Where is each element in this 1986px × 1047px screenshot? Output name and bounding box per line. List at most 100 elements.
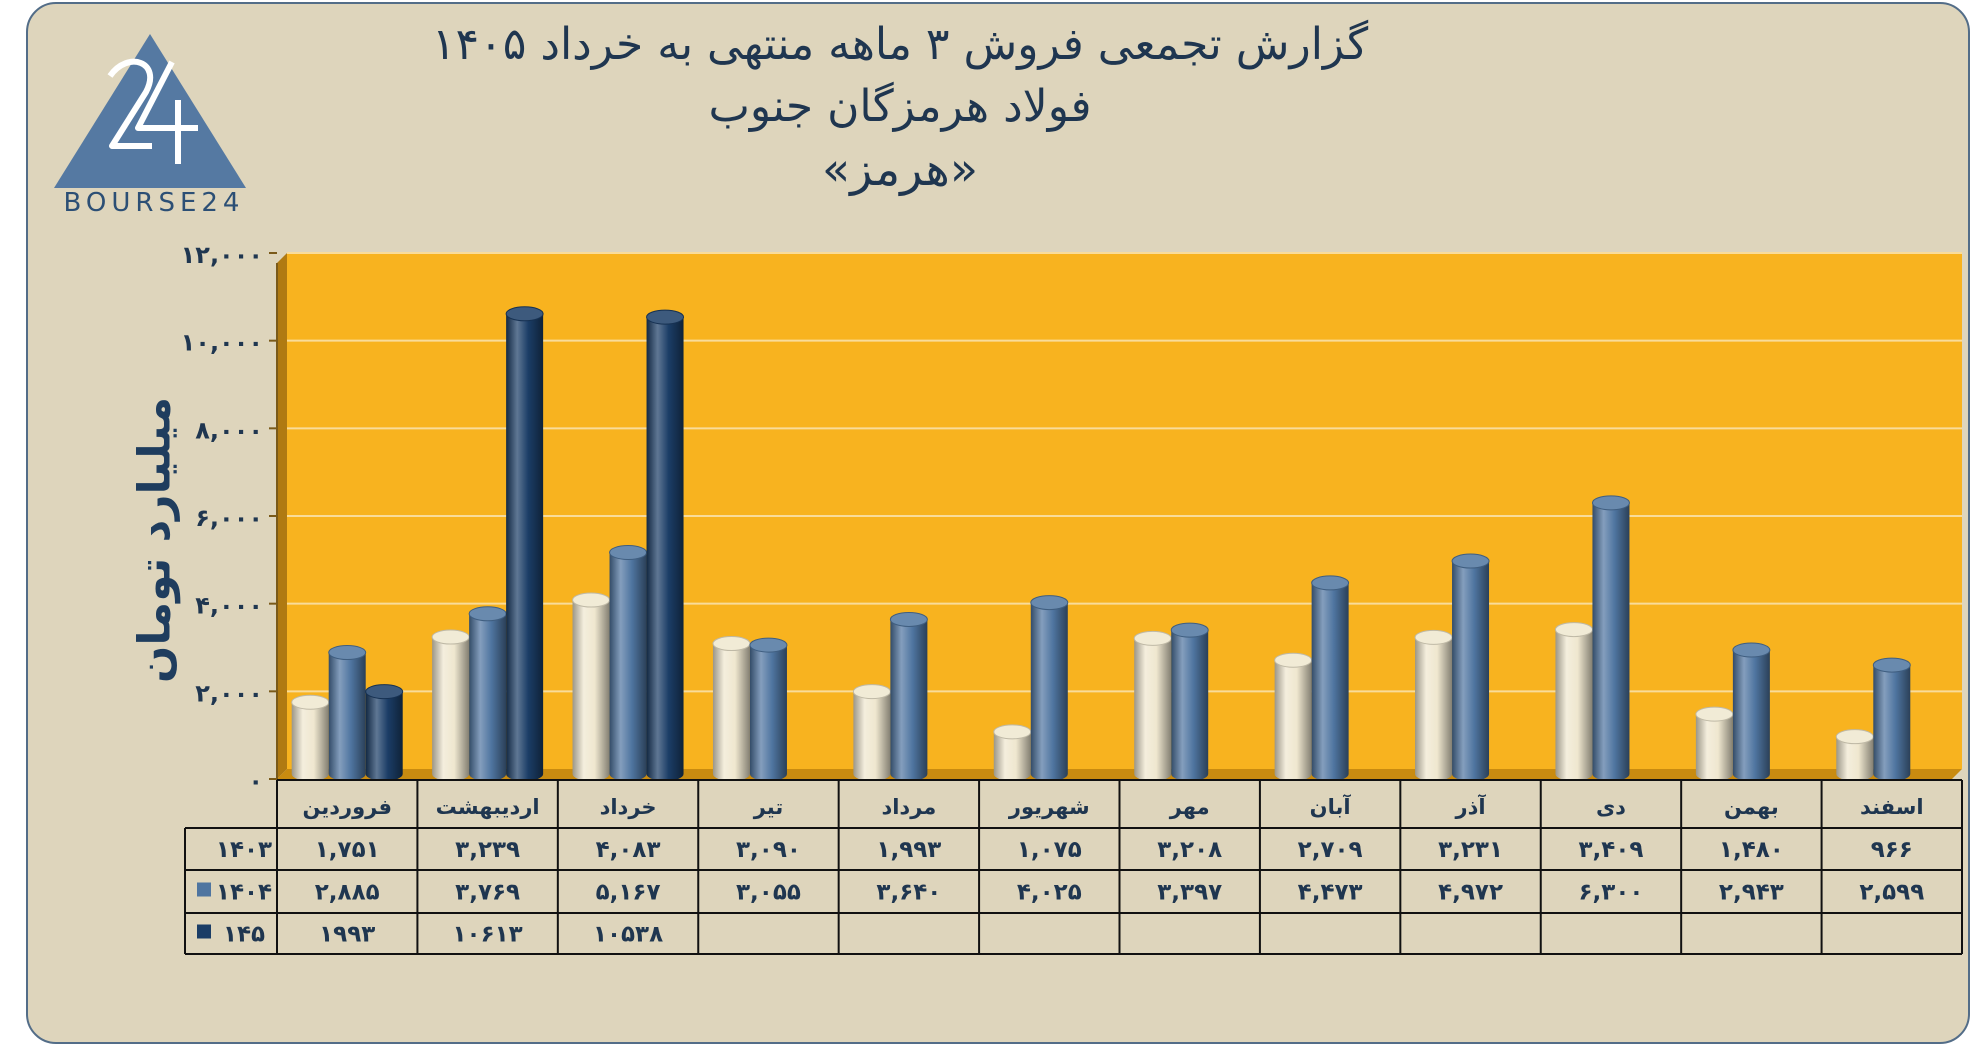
category-label: آبان xyxy=(1310,794,1352,819)
bar-۱۴۰۴-5 xyxy=(1030,595,1069,782)
category-label: بهمن xyxy=(1724,795,1779,819)
bar-top xyxy=(993,724,1032,740)
data-table xyxy=(184,779,1963,955)
data-label: ۳,۲۳۹ xyxy=(455,837,520,863)
data-label: ۱,۷۵۱ xyxy=(315,837,380,863)
bar-body xyxy=(1873,665,1911,782)
legend-swatch-۱۴۰۴ xyxy=(197,882,211,897)
bar-top xyxy=(712,636,751,652)
bar-۱۴۰۴-2 xyxy=(609,545,648,782)
legend-swatch-۱۴۵ xyxy=(197,924,211,939)
legend-label-۱۴۵: ۱۴۵ xyxy=(223,922,265,948)
bar-top xyxy=(1732,642,1771,658)
bar-top xyxy=(505,306,544,322)
data-label: ۱۰۶۱۳ xyxy=(453,922,523,948)
bar-body xyxy=(853,691,891,782)
bar-top xyxy=(1872,657,1911,673)
bar-body xyxy=(1592,502,1630,782)
bar-top xyxy=(1554,622,1593,638)
bar-۱۴۰۴-11 xyxy=(1872,657,1911,782)
bar-body xyxy=(712,643,750,782)
bar-top xyxy=(1311,575,1350,591)
data-label: ۳,۶۴۰ xyxy=(876,880,941,906)
bar-body xyxy=(609,552,647,782)
bar-top xyxy=(328,645,367,661)
bar-body xyxy=(328,652,366,782)
y-tick-label: ۲,۰۰۰ xyxy=(195,679,263,707)
legend-label-۱۴۰۴: ۱۴۰۴ xyxy=(216,880,272,906)
category-label: آذر xyxy=(1455,794,1487,819)
bar-body xyxy=(749,645,787,782)
chart-title: گزارش تجمعی فروش ۳ ماهه منتهی به خرداد ۱… xyxy=(400,14,1400,200)
bar-۱۴۰۴-0 xyxy=(328,645,367,782)
bar-body xyxy=(993,731,1031,781)
bar-body xyxy=(1134,638,1172,782)
bar-top xyxy=(291,694,330,710)
bar-۱۴۰۳-9 xyxy=(1554,622,1593,782)
bar-top xyxy=(1695,706,1734,722)
category-label: اسفند xyxy=(1860,795,1924,819)
legend-label-۱۴۰۳: ۱۴۰۳ xyxy=(216,837,272,863)
data-label: ۳,۲۰۸ xyxy=(1157,837,1222,863)
data-label: ۴,۹۷۲ xyxy=(1438,880,1503,906)
bar-۱۴۰۴-3 xyxy=(749,637,788,782)
data-label: ۳,۴۰۹ xyxy=(1579,837,1644,863)
title-line-1: گزارش تجمعی فروش ۳ ماهه منتهی به خرداد ۱… xyxy=(431,19,1369,70)
bar-top xyxy=(431,629,470,645)
bar-top xyxy=(1835,729,1874,745)
bar-top xyxy=(1414,629,1453,645)
category-label: مرداد xyxy=(881,795,936,819)
bar-body xyxy=(1311,582,1349,782)
category-label: تیر xyxy=(753,795,784,819)
bar-top xyxy=(852,684,891,700)
bar-body xyxy=(1555,629,1593,782)
bar-۱۴۰۳-10 xyxy=(1695,706,1734,782)
bar-body xyxy=(291,702,329,782)
title-line-2: فولاد هرمزگان جنوب xyxy=(708,81,1092,132)
y-tick-label: ۰ xyxy=(248,767,263,795)
data-label: ۱,۴۸۰ xyxy=(1719,837,1784,863)
bar-body xyxy=(1836,736,1874,782)
bar-۱۴۵-0 xyxy=(365,684,404,782)
bar-۱۴۰۳-5 xyxy=(993,724,1032,781)
data-label: ۲,۹۴۳ xyxy=(1719,880,1784,906)
y-tick-label: ۶,۰۰۰ xyxy=(195,504,263,532)
data-label: ۳,۰۹۰ xyxy=(736,837,801,863)
bar-top xyxy=(1591,495,1630,511)
data-label: ۳,۰۵۵ xyxy=(736,880,801,906)
bar-۱۴۰۴-9 xyxy=(1591,495,1630,782)
bar-body xyxy=(890,619,928,782)
data-label: ۲,۷۰۹ xyxy=(1298,837,1363,863)
bar-top xyxy=(1030,595,1069,611)
bar-۱۴۰۳-1 xyxy=(431,629,470,782)
data-label: ۵,۱۶۷ xyxy=(596,880,661,906)
plot-floor xyxy=(277,769,1962,779)
y-tick-label: ۱۰,۰۰۰ xyxy=(181,329,263,357)
category-label: فروردین xyxy=(302,795,392,819)
title-line-3: «هرمز» xyxy=(822,142,978,196)
data-label: ۲,۸۸۵ xyxy=(315,880,380,906)
category-label: دی xyxy=(1596,795,1626,819)
bar-top xyxy=(1451,553,1490,569)
bourse24-triangle-logo-icon xyxy=(54,34,246,188)
bar-body xyxy=(365,691,403,782)
bar-۱۴۰۴-6 xyxy=(1170,622,1209,782)
data-label: ۱,۰۷۵ xyxy=(1017,837,1082,863)
bar-body xyxy=(1695,714,1733,782)
category-label: مهر xyxy=(1169,795,1210,819)
bar-body xyxy=(646,317,684,782)
bar-۱۴۰۴-10 xyxy=(1732,642,1771,782)
plot-side-wall xyxy=(277,253,287,779)
bar-body xyxy=(1732,649,1770,782)
data-label: ۲,۵۹۹ xyxy=(1859,880,1924,906)
data-label: ۴,۰۲۵ xyxy=(1017,880,1082,906)
data-label: ۱۹۹۳ xyxy=(319,922,375,948)
bar-top xyxy=(1170,622,1209,638)
bar-body xyxy=(1274,660,1312,782)
bar-body xyxy=(1452,561,1490,782)
bar-۱۴۰۳-11 xyxy=(1835,729,1874,782)
y-tick-label: ۸,۰۰۰ xyxy=(195,416,263,444)
data-label: ۳,۳۹۷ xyxy=(1157,880,1222,906)
bar-۱۴۰۳-6 xyxy=(1133,630,1172,782)
category-label: خرداد xyxy=(600,795,657,819)
